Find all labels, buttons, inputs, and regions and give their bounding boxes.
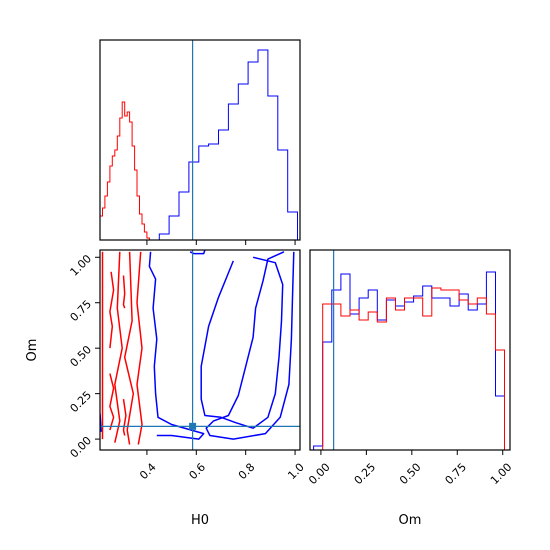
red-contour-6 xyxy=(122,275,126,309)
red-contour-2 xyxy=(123,251,135,445)
blue-contour-0 xyxy=(205,251,295,440)
om-histogram-series-1 xyxy=(322,287,505,450)
om-axis-tick-label: 1.00 xyxy=(68,252,95,279)
blue-contour-3 xyxy=(189,250,206,255)
red-contour-1 xyxy=(114,251,123,443)
om-histogram-series-0 xyxy=(313,271,505,450)
h0-histogram-series-1 xyxy=(100,101,150,240)
red-contour-5 xyxy=(109,373,115,431)
om-axis-tick-label: 0.25 xyxy=(68,389,95,416)
om-marginal-axis-tick-label: 1.00 xyxy=(488,461,515,488)
om-marginal-frame xyxy=(309,249,511,451)
om-marginal-axis-tick-label: 0.50 xyxy=(397,461,424,488)
om-axis-tick-label: 0.50 xyxy=(68,343,95,370)
h0-histogram-series-0 xyxy=(100,49,298,240)
contour-frame xyxy=(99,249,301,451)
h0-axis-tick-label: 1.0 xyxy=(285,461,307,483)
h0-axis-tick-label: 0.8 xyxy=(236,461,258,483)
red-contour-7 xyxy=(122,398,127,436)
truth-point-marker xyxy=(189,422,197,430)
h0-om-contour-panel: 0.4 0.6 0.8 1.0 0.00 0.25 0.50 0.75 1.00 H0 Om xyxy=(25,249,307,528)
red-contour-4 xyxy=(109,271,115,349)
h0-axis-tick-label: 0.4 xyxy=(137,461,159,483)
blue-contour-1 xyxy=(200,256,284,429)
blue-contour-2 xyxy=(148,251,205,440)
h0-axis-tick-label: 0.6 xyxy=(187,461,209,483)
om-marginal-axis-tick-label: 0.25 xyxy=(352,461,379,488)
om-marginal-axis-tick-label: 0.00 xyxy=(306,461,333,488)
om-marginal-axis-tick-label: 0.75 xyxy=(443,461,470,488)
h0-axis-label: H0 xyxy=(191,513,209,528)
om-axis-tick-label: 0.75 xyxy=(68,298,95,325)
om-marginal-panel: 0.00 0.25 0.50 0.75 1.00 Om xyxy=(306,249,515,528)
red-contour-3 xyxy=(136,251,143,445)
h0-marginal-panel xyxy=(99,39,301,245)
om-axis-label: Om xyxy=(25,339,40,362)
om-axis-tick-label: 0.00 xyxy=(68,434,95,461)
h0-marginal-frame xyxy=(99,39,301,241)
om-marginal-axis-label: Om xyxy=(399,513,422,528)
